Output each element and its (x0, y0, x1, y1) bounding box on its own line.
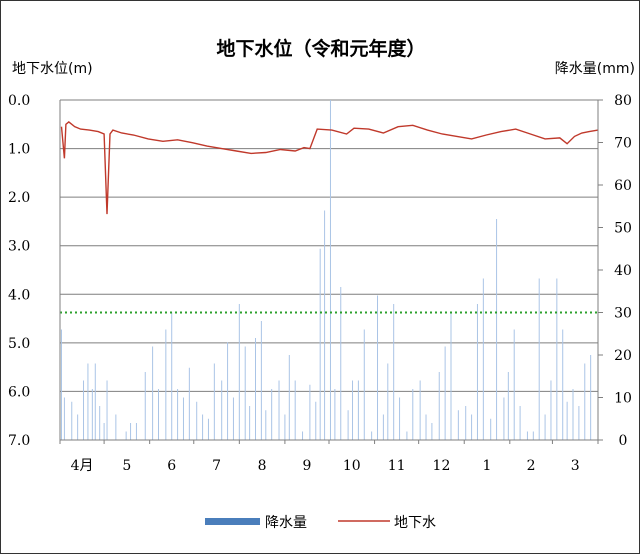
y-right-tick-label: 70 (614, 136, 632, 152)
legend-label-groundwater: 地下水 (394, 515, 436, 531)
y-right-tick-label: 10 (614, 391, 632, 407)
legend-label-rain: 降水量 (265, 515, 307, 531)
x-tick-label: 10 (343, 458, 361, 474)
y-left-tick-label: 2.0 (8, 190, 30, 206)
legend: 降水量 地下水 (205, 515, 436, 531)
y-axis-right-ticks: 0 10 20 30 40 50 60 70 80 (598, 93, 632, 449)
gridlines (60, 99, 598, 441)
chart-title: 地下水位（令和元年度） (216, 37, 425, 60)
y-right-tick-label: 40 (614, 263, 632, 279)
x-tick-label: 9 (302, 458, 311, 474)
y-left-tick-label: 3.0 (8, 239, 30, 255)
y-left-tick-label: 0.0 (8, 93, 30, 109)
x-tick-label: 4月 (71, 458, 94, 474)
legend-swatch-rain (205, 518, 260, 525)
y-axis-left-title: 地下水位(m) (12, 61, 93, 77)
x-tick-label: 7 (212, 458, 221, 474)
y-right-tick-label: 20 (614, 348, 632, 364)
y-axis-right-title: 降水量(mm) (555, 61, 635, 77)
y-left-tick-label: 5.0 (8, 336, 30, 352)
y-right-tick-label: 30 (614, 306, 632, 322)
y-left-tick-label: 1.0 (8, 142, 30, 158)
x-tick-label: 11 (388, 458, 406, 474)
y-left-tick-label: 4.0 (8, 287, 30, 303)
x-tick-label: 1 (483, 458, 492, 474)
groundwater-line (60, 120, 599, 215)
x-tick-label: 12 (433, 458, 451, 474)
y-axis-left-ticks: 0.0 1.0 2.0 3.0 4.0 5.0 6.0 7.0 (8, 93, 30, 449)
rain-bars (60, 100, 592, 440)
x-tick-label: 5 (122, 458, 131, 474)
x-tick-label: 2 (527, 458, 536, 474)
x-axis-ticks: 4月 5 6 7 8 9 10 11 12 1 2 3 (59, 440, 599, 474)
y-right-tick-label: 80 (614, 93, 632, 109)
y-left-tick-label: 7.0 (8, 433, 30, 449)
y-right-tick-label: 0 (619, 433, 628, 449)
x-tick-label: 8 (258, 458, 267, 474)
y-right-tick-label: 50 (614, 221, 632, 237)
y-right-tick-label: 60 (614, 178, 632, 194)
x-tick-label: 6 (167, 458, 176, 474)
x-tick-label: 3 (571, 458, 580, 474)
y-left-tick-label: 6.0 (8, 384, 30, 400)
